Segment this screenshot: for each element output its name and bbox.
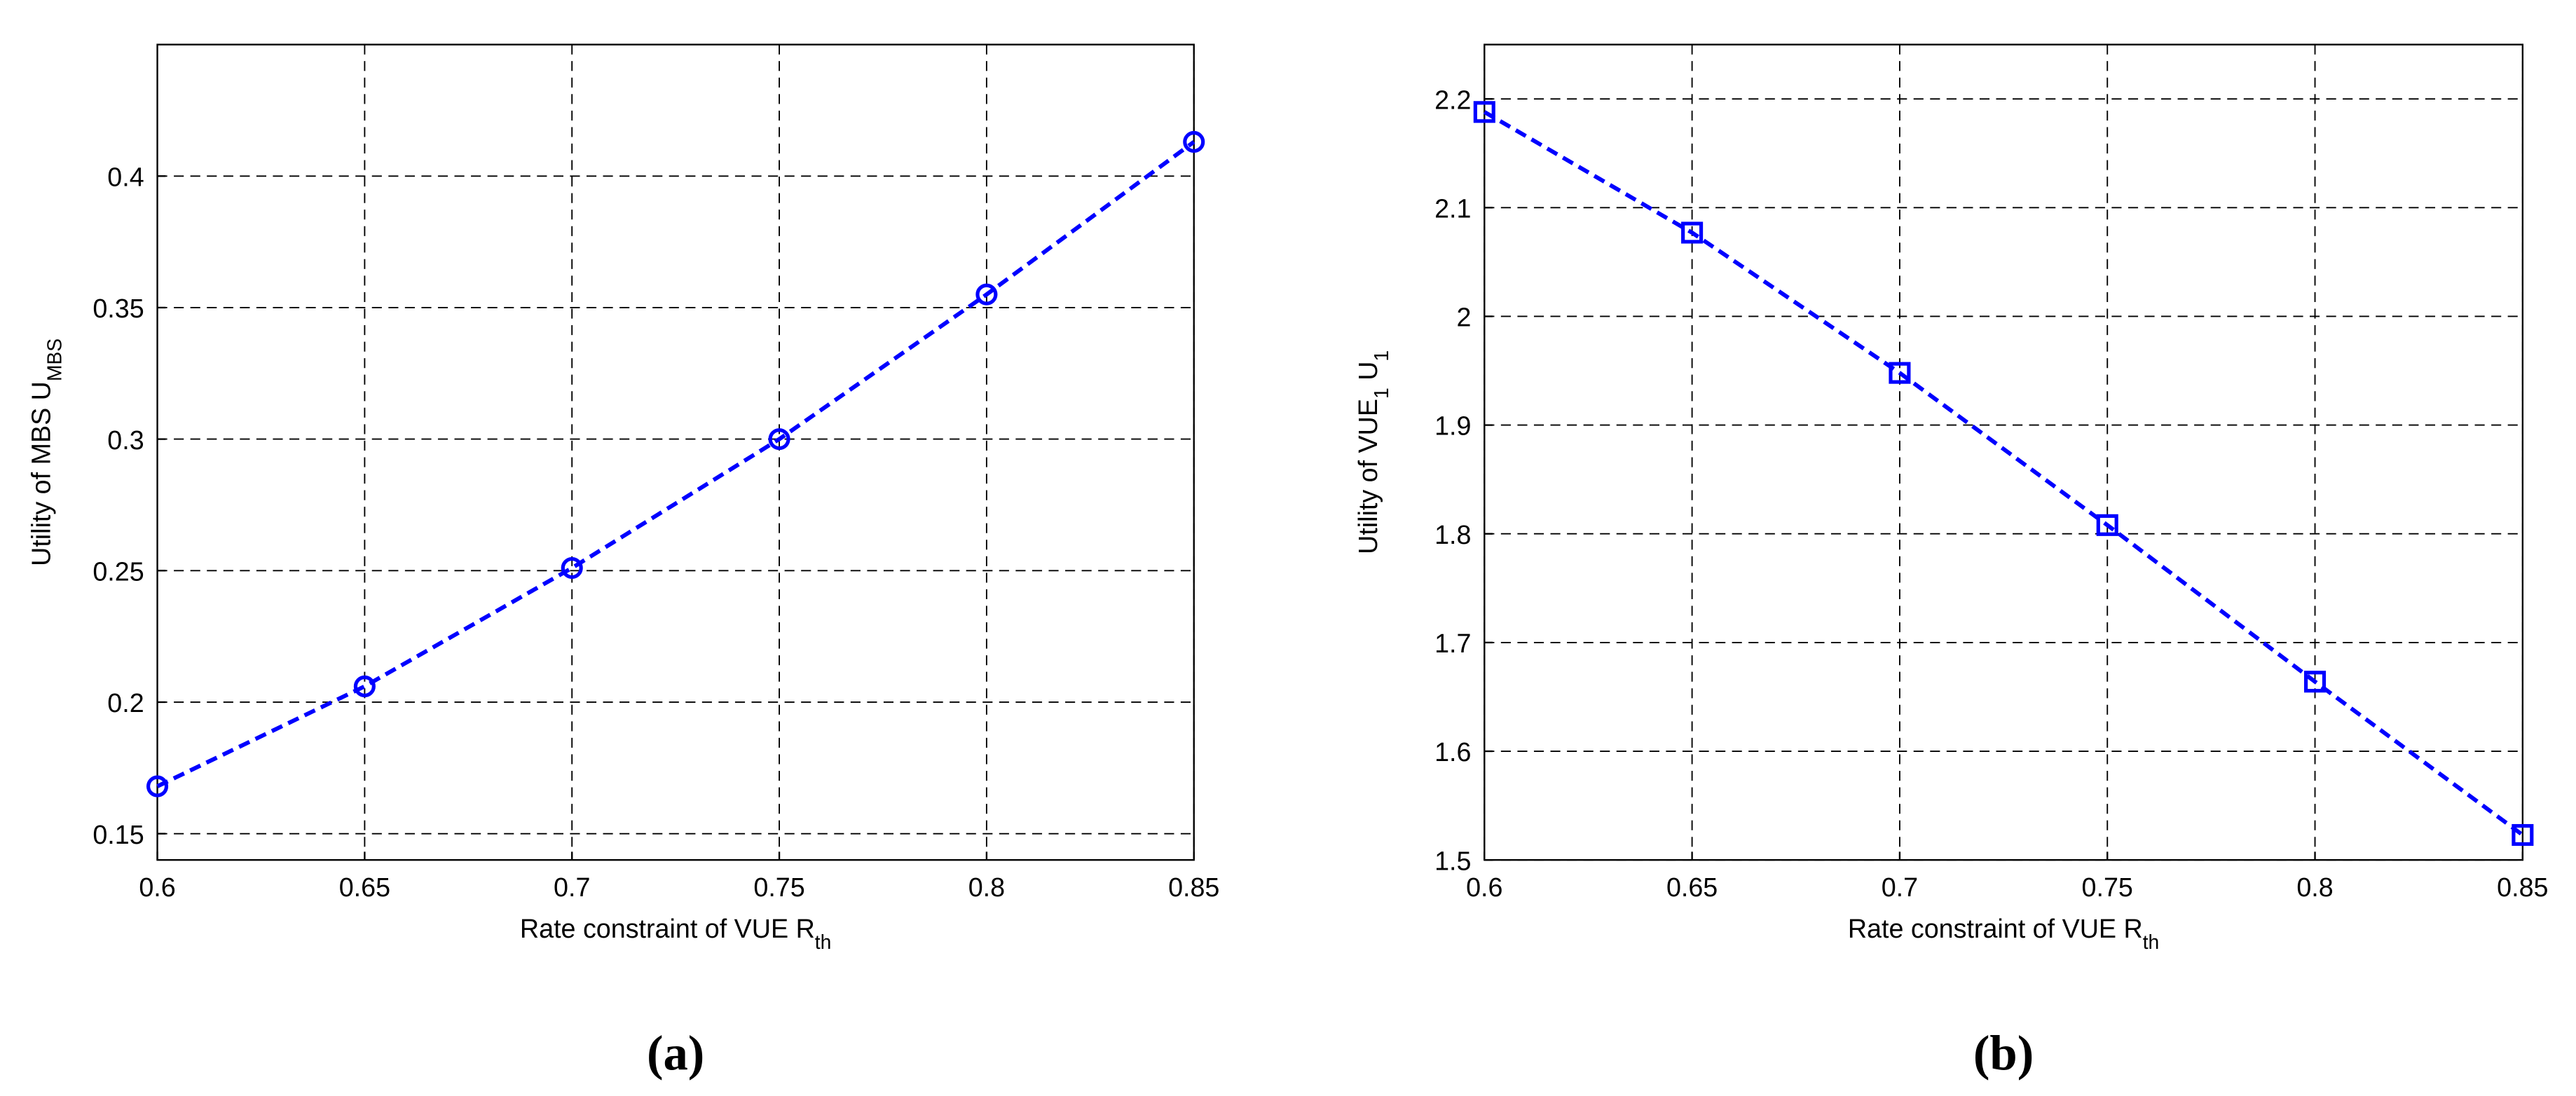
y-tick-label: 0.25 — [93, 556, 144, 586]
y-tick-label: 1.8 — [1434, 520, 1471, 549]
marker — [2512, 823, 2534, 847]
marker — [146, 775, 169, 797]
series-line — [156, 140, 1195, 788]
y-tick-label: 0.2 — [107, 688, 144, 718]
caption: (b) — [1973, 1026, 2034, 1081]
x-tick-label: 0.8 — [2296, 872, 2333, 902]
y-tick-label: 2.2 — [1434, 85, 1471, 114]
x-tick-label: 0.65 — [339, 872, 390, 902]
y-axis-label-part: 1 — [1370, 350, 1392, 362]
y-tick-label: 2 — [1456, 303, 1471, 332]
y-axis-label-part: 1 — [1370, 388, 1392, 399]
caption: (a) — [647, 1026, 704, 1081]
x-axis-label-part: Rate constraint of VUE R — [1848, 914, 2143, 943]
x-tick-label: 0.6 — [139, 872, 175, 902]
chart: 0.6 0.65 0.7 0.75 0.8 0.85 0.15 0.2 0.25 0.3 0.35 0… — [26, 43, 1219, 1081]
marker — [561, 556, 583, 580]
y-tick-label: 0.15 — [93, 820, 144, 849]
y-tick-label: 0.3 — [107, 425, 144, 455]
marker — [353, 675, 376, 697]
x-axis-label: Rate constraint of VUE Rth — [520, 914, 831, 953]
plot-frame — [1484, 43, 2524, 861]
y-tick-label: 1.5 — [1434, 846, 1471, 875]
plot-area — [1484, 44, 2523, 861]
marker — [768, 428, 790, 451]
x-tick-label: 0.65 — [1666, 872, 1718, 902]
x-axis-label-part: th — [815, 931, 832, 953]
y-tick-label: 1.7 — [1434, 629, 1471, 658]
x-axis-label: Rate constraint of VUE Rth — [1848, 914, 2159, 953]
x-tick-label: 0.75 — [2082, 872, 2133, 902]
marker — [2303, 671, 2327, 693]
x-tick-label: 0.85 — [1168, 872, 1219, 902]
y-axis-label-part: Utility of MBS U — [26, 381, 55, 566]
x-tick-label: 0.7 — [1882, 872, 1918, 902]
y-tick-label: 1.9 — [1434, 411, 1471, 441]
x-axis-label-part: th — [2143, 931, 2160, 953]
marker — [2096, 514, 2118, 536]
plot-frame — [156, 43, 1195, 861]
y-tick-label: 0.35 — [93, 294, 144, 323]
y-tick-label: 0.4 — [107, 162, 144, 191]
marker — [1889, 362, 1911, 384]
marker — [975, 283, 998, 306]
x-tick-label: 0.75 — [753, 872, 804, 902]
y-tick-label: 2.1 — [1434, 193, 1471, 223]
x-tick-label: 0.85 — [2497, 872, 2548, 902]
series-line — [1483, 110, 2524, 837]
x-tick-label: 0.7 — [554, 872, 590, 902]
y-axis-label-part: MBS — [43, 338, 65, 381]
marker — [1473, 101, 1495, 123]
y-axis-label: Utility of MBS UMBS — [26, 338, 65, 566]
y-axis-label: Utility of VUE1 U1 — [1353, 350, 1392, 554]
x-tick-label: 0.6 — [1466, 872, 1502, 902]
x-axis-label-part: Rate constraint of VUE R — [520, 914, 815, 943]
y-tick-label: 1.6 — [1434, 737, 1471, 767]
y-axis-label-part: Utility of VUE — [1353, 399, 1383, 554]
chart: 0.6 0.65 0.7 0.75 0.8 0.85 1.5 1.6 1.7 1.8 1.9 2 2.1… — [1353, 43, 2549, 1081]
y-axis-label-part: U — [1353, 362, 1383, 388]
marker — [1681, 221, 1704, 244]
x-tick-label: 0.8 — [968, 872, 1005, 902]
marker — [1183, 130, 1205, 153]
plot-area — [157, 44, 1194, 861]
